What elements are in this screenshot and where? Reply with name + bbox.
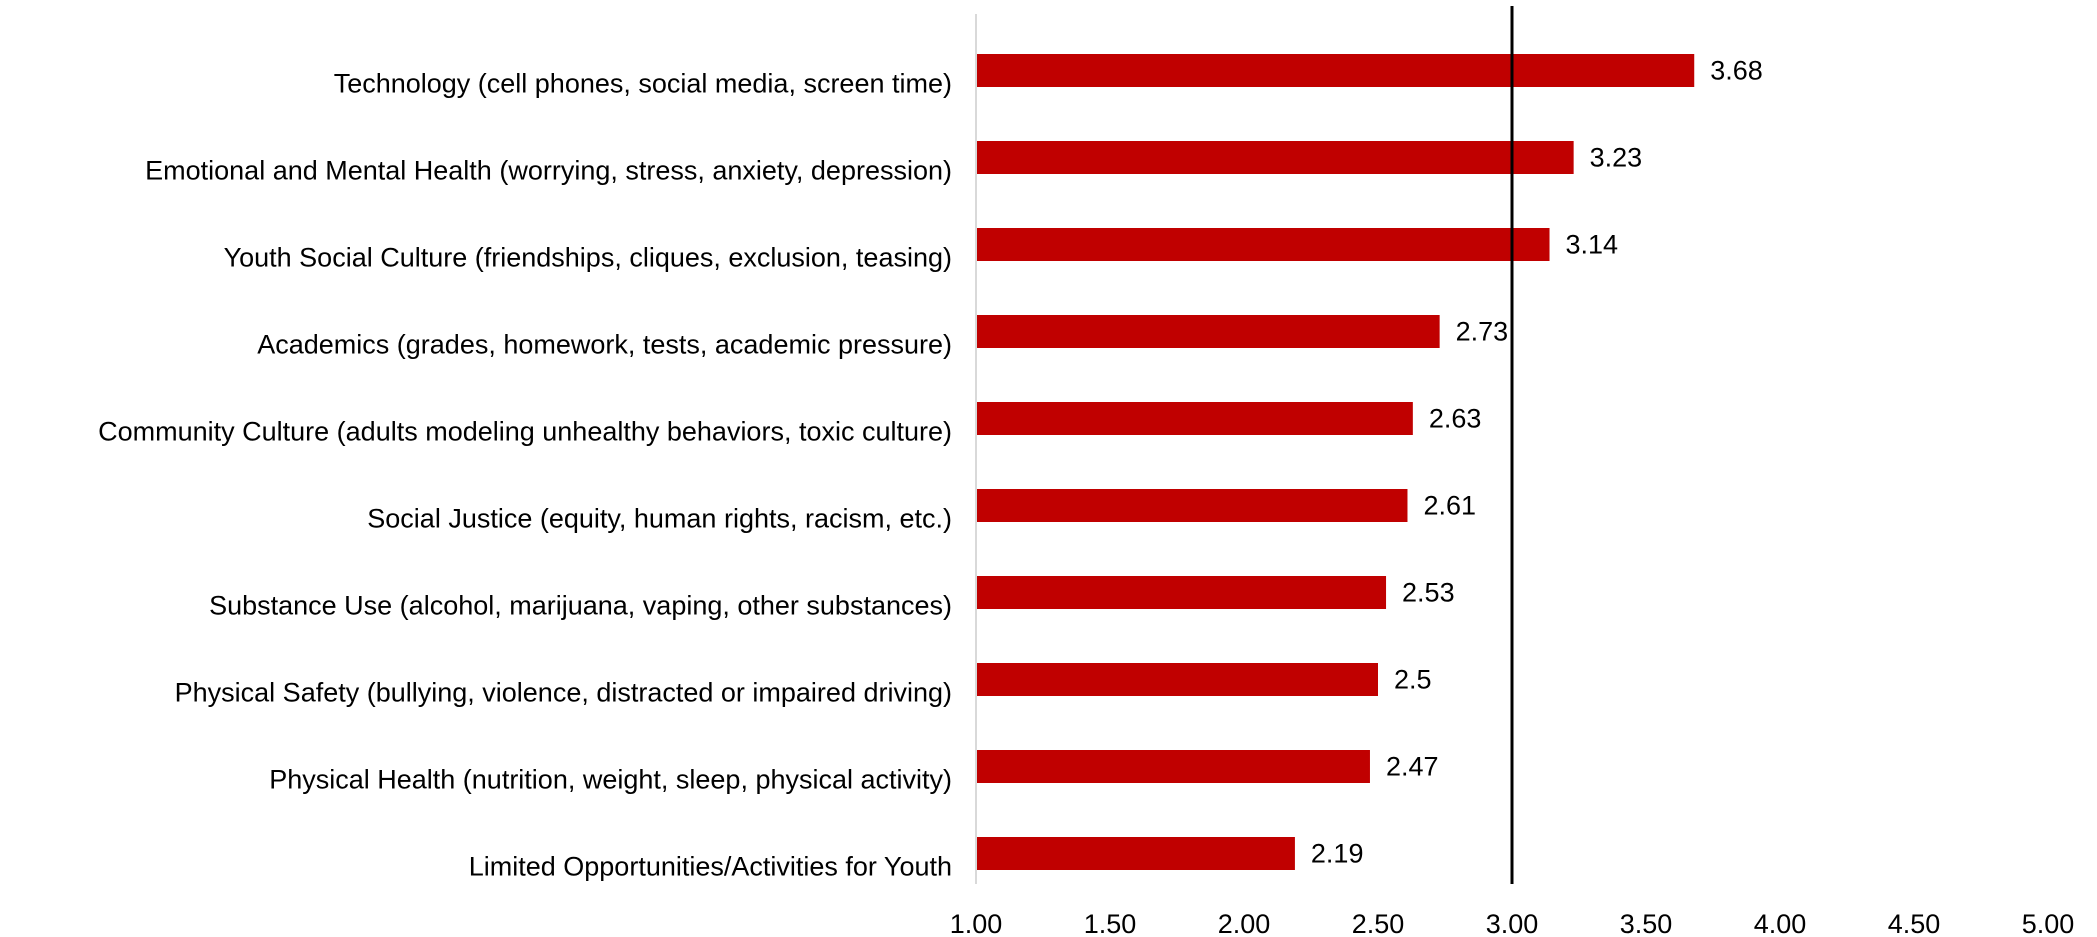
data-label: 3.23 bbox=[1590, 143, 1643, 173]
x-tick-label: 3.50 bbox=[1620, 909, 1673, 937]
x-tick-label: 2.50 bbox=[1352, 909, 1405, 937]
bar bbox=[976, 489, 1408, 522]
bar bbox=[976, 141, 1574, 174]
bar bbox=[976, 576, 1387, 609]
category-label: Physical Health (nutrition, weight, slee… bbox=[269, 765, 952, 795]
data-label: 2.47 bbox=[1386, 752, 1439, 782]
data-label: 2.63 bbox=[1429, 404, 1482, 434]
data-label: 2.5 bbox=[1394, 665, 1432, 695]
bars bbox=[976, 54, 1695, 870]
x-tick-label: 3.00 bbox=[1486, 909, 1539, 937]
x-tick-label: 2.00 bbox=[1218, 909, 1271, 937]
bar bbox=[976, 54, 1695, 87]
x-tick-label: 1.50 bbox=[1084, 909, 1137, 937]
category-label: Emotional and Mental Health (worrying, s… bbox=[145, 156, 952, 186]
category-label: Limited Opportunities/Activities for You… bbox=[469, 852, 952, 882]
x-tick-label: 1.00 bbox=[950, 909, 1003, 937]
data-label: 3.14 bbox=[1566, 230, 1619, 260]
bar bbox=[976, 228, 1550, 261]
category-labels: Technology (cell phones, social media, s… bbox=[98, 69, 952, 882]
x-tick-label: 5.00 bbox=[2022, 909, 2075, 937]
bar bbox=[976, 663, 1378, 696]
data-label: 2.61 bbox=[1423, 491, 1476, 521]
data-labels: 3.68 3.23 3.14 2.73 2.63 2.61 2.53 2.5 2.47 2.19 bbox=[1311, 56, 1763, 869]
x-tick-label: 4.00 bbox=[1754, 909, 1807, 937]
bar bbox=[976, 837, 1295, 870]
category-label: Community Culture (adults modeling unhea… bbox=[98, 417, 952, 447]
category-label: Academics (grades, homework, tests, acad… bbox=[257, 330, 952, 360]
bar bbox=[976, 402, 1413, 435]
category-label: Technology (cell phones, social media, s… bbox=[334, 69, 952, 99]
category-label: Physical Safety (bullying, violence, dis… bbox=[175, 678, 952, 708]
category-label: Social Justice (equity, human rights, ra… bbox=[367, 504, 952, 534]
bar bbox=[976, 750, 1370, 783]
x-axis: 1.00 1.50 2.00 2.50 3.00 3.50 4.00 4.50 5.00 bbox=[950, 14, 2075, 937]
data-label: 3.68 bbox=[1710, 56, 1763, 86]
data-label: 2.19 bbox=[1311, 839, 1364, 869]
category-label: Substance Use (alcohol, marijuana, vapin… bbox=[209, 591, 952, 621]
x-tick-label: 4.50 bbox=[1888, 909, 1941, 937]
category-label: Youth Social Culture (friendships, cliqu… bbox=[224, 243, 952, 273]
data-label: 2.53 bbox=[1402, 578, 1455, 608]
data-label: 2.73 bbox=[1456, 317, 1509, 347]
bar bbox=[976, 315, 1440, 348]
